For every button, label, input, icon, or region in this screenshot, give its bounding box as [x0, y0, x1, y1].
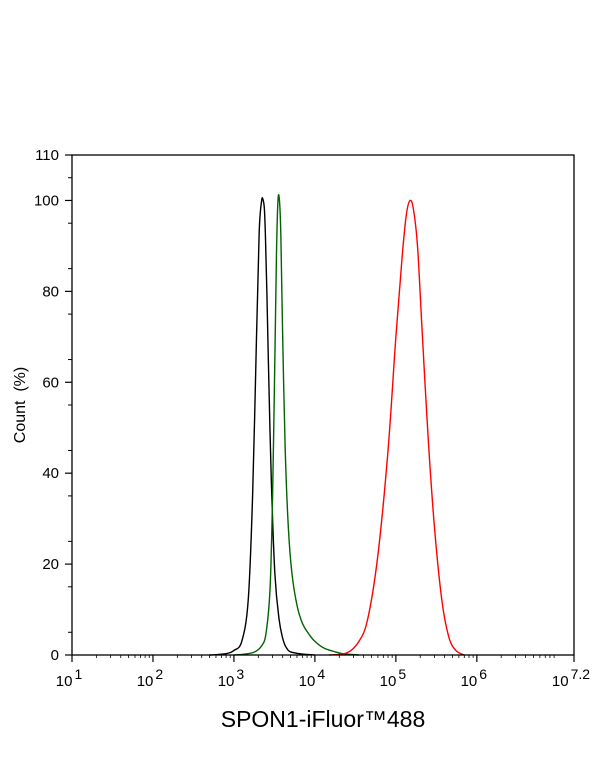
histogram-series-3 [329, 199, 465, 656]
x-tick-label: 10 4 [299, 666, 326, 690]
histogram-series-2 [233, 194, 360, 656]
x-tick-label: 10 5 [380, 666, 407, 690]
plot-frame [71, 154, 575, 656]
y-tick-label: 40 [42, 465, 59, 482]
y-tick-label: 80 [42, 283, 59, 300]
y-tick-label: 0 [51, 647, 59, 664]
y-tick-label: 100 [34, 192, 59, 209]
histogram-series-1 [209, 197, 315, 656]
y-axis: 0 20 40 60 80 100 110 [34, 147, 72, 664]
series-layer [209, 194, 465, 656]
x-axis-label: SPON1-iFluor™488 [221, 706, 426, 732]
x-tick-label: 10 2 [137, 666, 164, 690]
y-tick-label: 110 [35, 147, 59, 164]
x-tick-label: 10 6 [461, 666, 488, 690]
x-tick-label: 10 1 [56, 666, 83, 690]
y-tick-label: 20 [42, 556, 59, 573]
x-tick-label: 10 3 [218, 666, 245, 690]
y-tick-label: 60 [42, 374, 59, 391]
y-axis-label: Count (%) [12, 367, 29, 443]
x-tick-label: 10 7.2 [552, 666, 590, 690]
x-axis: 10 1 10 2 10 3 10 4 10 5 10 6 10 7.2 [56, 655, 590, 690]
